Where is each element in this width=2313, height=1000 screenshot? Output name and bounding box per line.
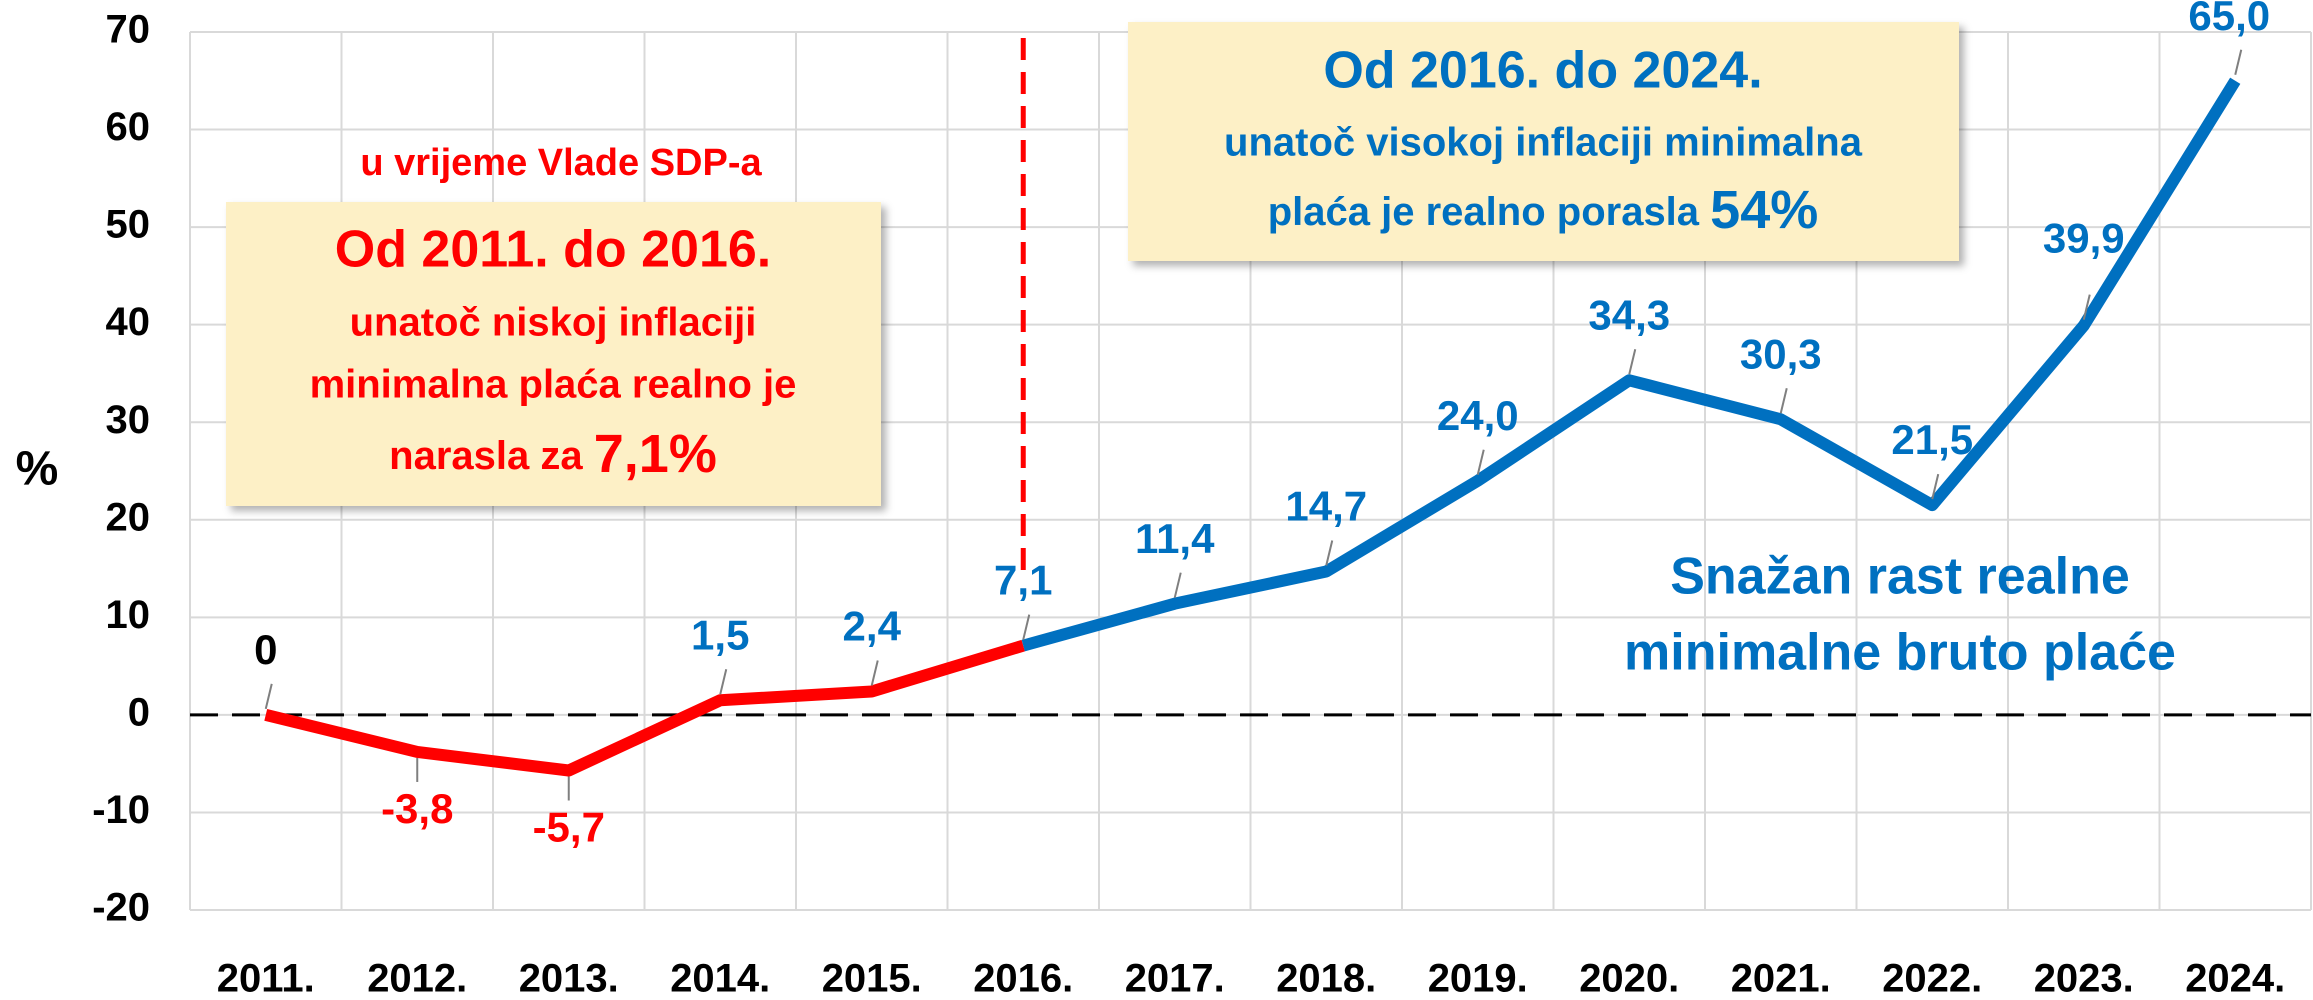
data-label: 65,0 [2188,0,2270,39]
y-tick-label: 60 [106,105,151,149]
data-label: -3,8 [381,785,453,832]
leader-line [1022,614,1031,640]
annotation-text: minimalne bruto plaće [1624,624,2176,682]
data-label: 21,5 [1891,416,1973,463]
y-tick-label: 40 [106,300,151,344]
annotation-highlight: 54% [1710,180,1818,240]
data-label: 7,1 [994,557,1052,604]
leader-line [870,660,879,686]
x-tick-label: 2015. [822,957,922,1000]
x-tick-label: 2023. [2034,957,2134,1000]
annotation-text: Snažan rast realne [1670,548,2130,606]
data-label: 11,4 [1135,515,1215,562]
leader-line [1476,449,1485,475]
leader-line [2234,49,2243,76]
y-tick-label: 30 [106,398,151,442]
y-tick-label: 70 [106,8,151,52]
leader-line [1325,540,1334,566]
data-label: 14,7 [1285,483,1367,530]
data-label: 34,3 [1588,291,1670,338]
y-tick-label: -20 [92,886,150,930]
annotation-box [226,202,881,506]
annotation-text: narasla za 7,1% [389,424,717,484]
x-tick-label: 2024. [2185,957,2285,1000]
series-line [1021,77,2241,652]
x-tick-label: 2018. [1276,957,1376,1000]
annotation-text: narasla za [389,434,583,478]
annotation-highlight: 7,1% [594,424,717,484]
data-label: 2,4 [843,603,902,650]
y-tick-label: 10 [106,593,151,637]
x-tick-label: 2011. [217,957,315,1000]
series-line [264,639,1025,777]
x-tick-label: 2020. [1579,957,1679,1000]
leader-line [1173,572,1182,598]
y-tick-label: 0 [128,690,150,734]
x-tick-label: 2013. [519,957,619,1000]
annotation-text: unatoč visokoj inflaciji minimalna [1224,121,1863,165]
x-tick-label: 2019. [1428,957,1528,1000]
x-tick-label: 2016. [973,957,1073,1000]
annotation-text: plaća je realno porasla 54% [1268,180,1819,240]
annotation-box [1128,22,1959,261]
y-tick-label: -10 [92,788,150,832]
annotation-text: plaća je realno porasla [1268,190,1700,234]
x-tick-label: 2014. [670,957,770,1000]
data-label: 39,9 [2043,215,2125,262]
annotation-text: minimalna plaća realno je [310,363,797,407]
leader-line [264,683,273,710]
y-axis-label: % [16,443,59,496]
data-label: 1,5 [691,611,749,658]
data-label: 24,0 [1437,392,1519,439]
leader-line [1931,473,1940,500]
leader-line [719,669,728,695]
leader-line [1779,388,1788,414]
annotation-text: unatoč niskoj inflaciji [350,301,757,345]
annotation-title: Od 2011. do 2016. [335,221,771,279]
x-tick-label: 2022. [1882,957,1982,1000]
leader-line [2082,294,2091,320]
data-label: 30,3 [1740,330,1822,377]
annotation-note: u vrijeme Vlade SDP-a [360,142,762,184]
y-tick-label: 20 [106,495,151,539]
leader-line [1628,349,1637,375]
x-tick-label: 2021. [1731,957,1831,1000]
x-tick-label: 2017. [1125,957,1225,1000]
x-tick-label: 2012. [367,957,467,1000]
data-label: -5,7 [533,804,605,851]
annotation-title: Od 2016. do 2024. [1323,42,1762,100]
y-tick-label: 50 [106,203,151,247]
data-label: 0 [254,626,277,673]
